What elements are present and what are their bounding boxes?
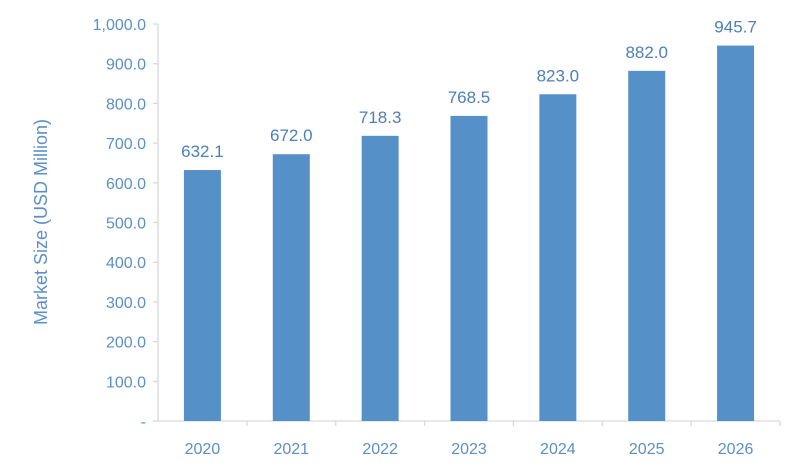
bar-2025	[628, 70, 666, 421]
y-tick-label: 300.0	[106, 295, 146, 312]
bar-2021	[272, 154, 310, 421]
x-tick-label-2022: 2022	[362, 441, 398, 458]
data-label-2022: 718.3	[359, 108, 402, 127]
x-tick-label-2023: 2023	[451, 441, 487, 458]
y-tick-label: 600.0	[106, 176, 146, 193]
y-tick-label: 900.0	[106, 57, 146, 74]
data-labels: 632.1 672.0 718.3 768.5 823.0 882.0 945.7	[181, 18, 757, 161]
y-tick-label: 700.0	[106, 136, 146, 153]
data-label-2020: 632.1	[181, 142, 224, 161]
bar-2024	[539, 94, 577, 422]
y-tick-label: 500.0	[106, 216, 146, 233]
y-tick-label: 1,000.0	[93, 17, 146, 34]
x-tick-label-2026: 2026	[718, 441, 754, 458]
x-tick-labels: 2020 2021 2022 2023 2024 2025 2026	[185, 421, 781, 458]
y-tick-label: 100.0	[106, 374, 146, 391]
y-axis-title: Market Size (USD Million)	[31, 119, 51, 325]
data-label-2026: 945.7	[714, 18, 757, 37]
x-tick-label-2024: 2024	[540, 441, 576, 458]
y-tick-label: -	[141, 414, 146, 431]
y-tick-labels: - 100.0 200.0 300.0 400.0 500.0 600.0 700.0 800.…	[93, 17, 158, 431]
bar-2022	[361, 135, 399, 421]
y-tick-label: 400.0	[106, 255, 146, 272]
bar-2023	[450, 115, 488, 421]
data-label-2025: 882.0	[625, 43, 668, 62]
y-tick-label: 800.0	[106, 96, 146, 113]
data-label-2021: 672.0	[270, 126, 313, 145]
data-label-2023: 768.5	[448, 88, 491, 107]
x-tick-label-2020: 2020	[185, 441, 221, 458]
bar-2020	[183, 170, 221, 421]
data-label-2024: 823.0	[537, 66, 580, 85]
bars	[183, 45, 755, 422]
x-tick-label-2021: 2021	[273, 441, 309, 458]
bar-2026	[717, 45, 755, 421]
y-tick-label: 200.0	[106, 335, 146, 352]
x-tick-label-2025: 2025	[629, 441, 665, 458]
